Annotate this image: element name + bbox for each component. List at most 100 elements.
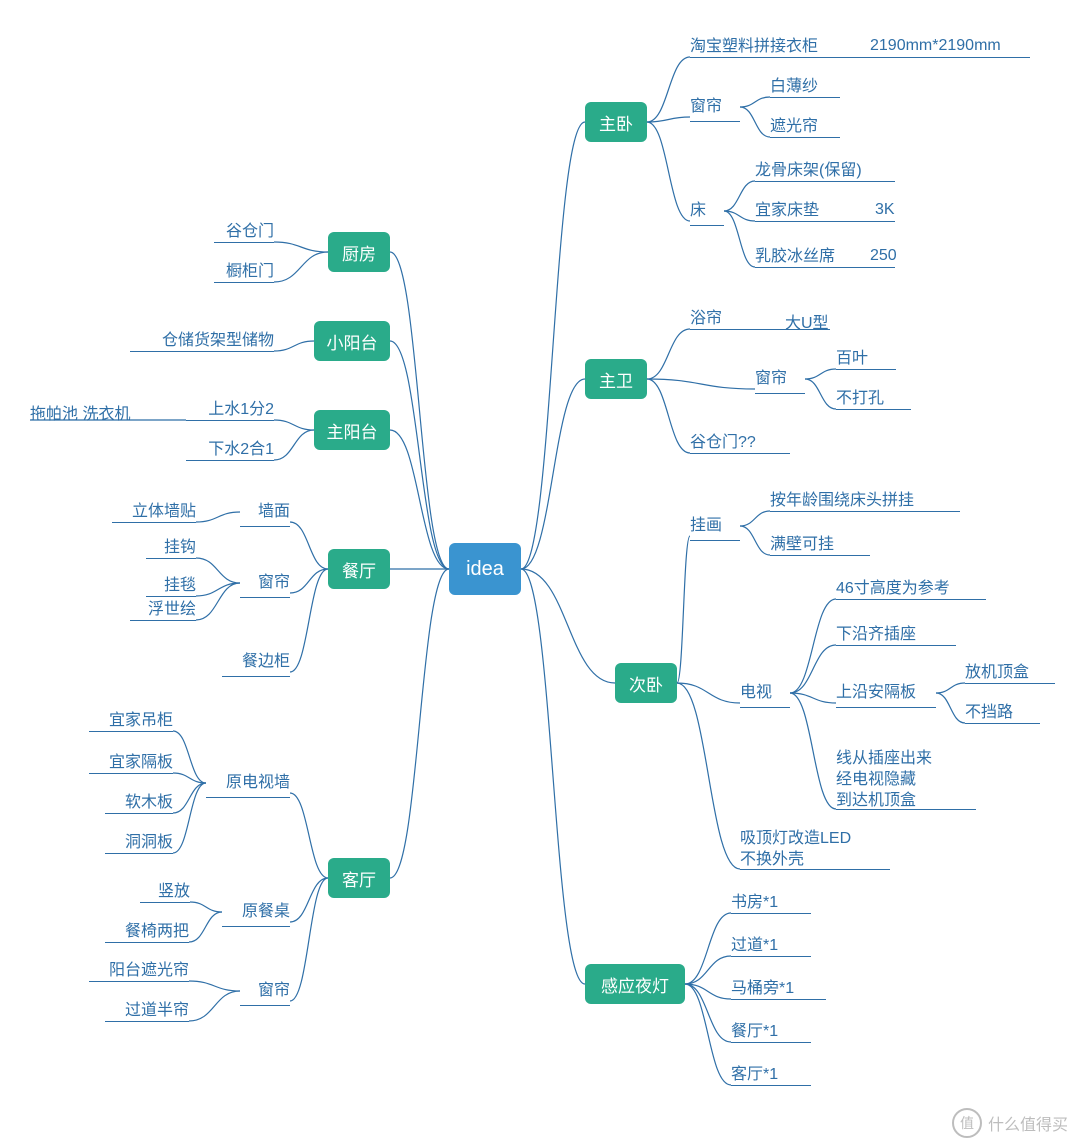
leaf: 不打孔 — [836, 389, 911, 410]
connector-line — [647, 57, 690, 122]
connector-line — [647, 122, 690, 221]
mid-m_bed: 床 — [690, 201, 724, 222]
node-b_living: 客厅 — [328, 858, 390, 898]
leaf: 浮世绘 — [130, 600, 196, 621]
connector-line — [190, 902, 222, 912]
leaf: 百叶 — [836, 349, 896, 370]
connector-line — [677, 683, 740, 869]
leaf: 餐厅*1 — [731, 1022, 811, 1043]
connector-line — [189, 912, 222, 942]
leaf: 餐椅两把 — [105, 922, 189, 943]
connector-line — [740, 526, 770, 555]
watermark-text: 什么值得买 — [988, 1111, 1068, 1135]
leaf: 过道*1 — [731, 936, 811, 957]
connector-line — [685, 913, 731, 984]
leaf: 龙骨床架(保留) — [755, 161, 895, 182]
leaf: 宜家床垫 — [755, 201, 895, 222]
connector-line — [521, 569, 615, 683]
leaf: 谷仓门 — [214, 222, 274, 243]
connector-line — [290, 522, 328, 569]
connector-line — [740, 97, 770, 107]
leaf: 马桶旁*1 — [731, 979, 826, 1000]
connector-line — [647, 379, 690, 453]
connector-line — [189, 991, 240, 1021]
connector-line — [521, 569, 585, 984]
connector-line — [805, 379, 836, 409]
leaf: 客厅*1 — [731, 1065, 811, 1086]
connector-line — [173, 731, 206, 783]
mid-m_tv: 原电视墙 — [206, 773, 290, 794]
mid-m_tvR: 电视 — [740, 683, 790, 704]
connector-line — [740, 511, 770, 526]
connector-line — [805, 369, 836, 379]
node-b_night: 感应夜灯 — [585, 964, 685, 1004]
leaf: 吸顶灯改造LED不换外壳 — [740, 829, 890, 871]
watermark-logo-icon: 值 — [952, 1108, 982, 1138]
mid-m_curtL: 窗帘 — [240, 981, 290, 1002]
mid-m_shelf: 上沿安隔板 — [836, 683, 936, 704]
connector-line — [196, 583, 240, 620]
connector-line — [290, 793, 328, 878]
connector-line — [274, 341, 314, 351]
connector-line — [740, 107, 770, 137]
leaf: 过道半帘 — [105, 1001, 189, 1022]
connector-line — [290, 878, 328, 1001]
connector-line — [189, 981, 240, 991]
connector-line — [677, 536, 690, 683]
connector-line — [790, 599, 836, 693]
connector-line — [173, 783, 206, 813]
mid-m_table: 原餐桌 — [222, 902, 290, 923]
leaf: 挂毯 — [146, 576, 196, 597]
leaf: 上水1分2 — [186, 400, 274, 421]
connector-line — [274, 252, 328, 282]
leaf: 洞洞板 — [105, 833, 173, 854]
connector-line — [936, 693, 965, 723]
mid-m_curtD: 窗帘 — [240, 573, 290, 594]
leaf: 遮光帘 — [770, 117, 840, 138]
leaf: 线从插座出来经电视隐藏到达机顶盒 — [836, 749, 976, 811]
mid-m_side: 餐边柜 — [222, 652, 290, 673]
connector-line — [390, 252, 449, 569]
leaf: 白薄纱 — [770, 77, 840, 98]
connector-line — [647, 379, 755, 389]
mid-m_paint: 挂画 — [690, 516, 740, 537]
connector-line — [290, 878, 328, 922]
leaf: 谷仓门?? — [690, 433, 790, 454]
connector-line — [274, 430, 314, 460]
connector-line — [196, 558, 240, 583]
connector-line — [274, 242, 328, 252]
mid-m_curtB: 窗帘 — [755, 369, 805, 390]
leaf-note: 2190mm*2190mm — [870, 37, 1001, 55]
leaf: 挂钩 — [146, 538, 196, 559]
leaf: 宜家吊柜 — [89, 711, 173, 732]
connector-line — [936, 683, 965, 693]
connector-line — [685, 984, 731, 1085]
leaf: 46寸高度为参考 — [836, 579, 986, 600]
connector-line — [196, 512, 240, 522]
connector-line — [790, 645, 836, 693]
leaf: 下沿齐插座 — [836, 625, 956, 646]
leaf: 软木板 — [105, 793, 173, 814]
mid-m_wall: 墙面 — [240, 502, 290, 523]
connector-line — [521, 379, 585, 569]
connector-line — [724, 211, 755, 267]
leaf: 橱柜门 — [214, 262, 274, 283]
connector-line — [390, 341, 449, 569]
node-root: idea — [449, 543, 521, 595]
node-b_smallbal: 小阳台 — [314, 321, 390, 361]
leaf: 宜家隔板 — [89, 753, 173, 774]
node-b_mainbal: 主阳台 — [314, 410, 390, 450]
mid-m_curtM: 窗帘 — [690, 97, 740, 118]
node-b_dining: 餐厅 — [328, 549, 390, 589]
connector-line — [790, 693, 836, 809]
connector-line — [290, 569, 328, 672]
leaf: 阳台遮光帘 — [89, 961, 189, 982]
connector-line — [647, 329, 690, 379]
node-b_master: 主卧 — [585, 102, 647, 142]
leaf-note: 3K — [875, 201, 895, 219]
connector-line — [724, 181, 755, 211]
connector-line — [677, 683, 740, 703]
leaf: 按年龄围绕床头拼挂 — [770, 491, 960, 512]
leaf: 不挡路 — [965, 703, 1040, 724]
node-b_second: 次卧 — [615, 663, 677, 703]
